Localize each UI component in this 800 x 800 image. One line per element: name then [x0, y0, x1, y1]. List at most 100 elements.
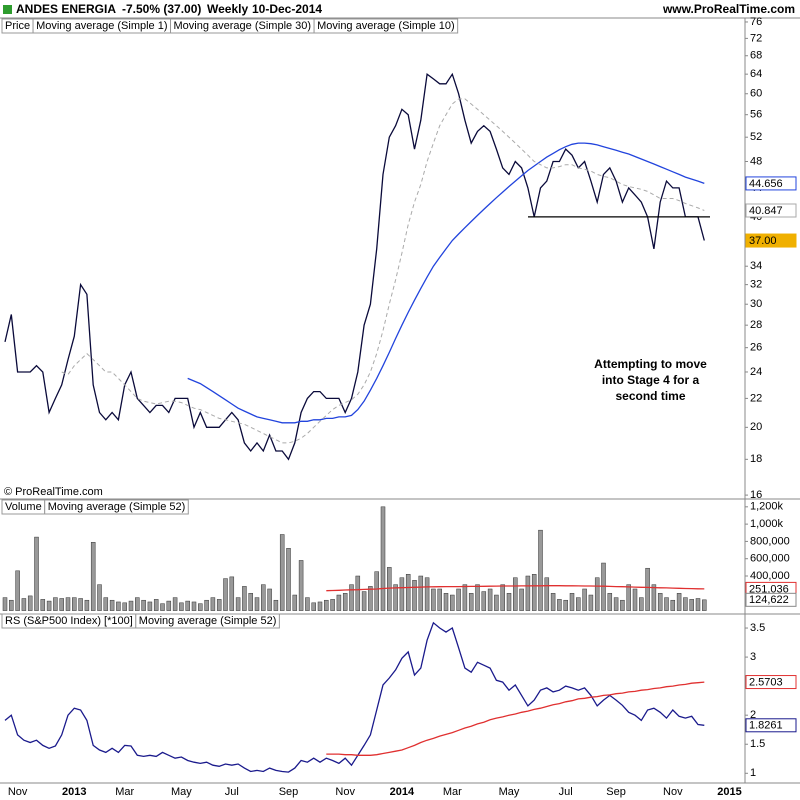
x-tick-label: 2013: [62, 786, 86, 798]
volume-bar: [147, 601, 153, 611]
volume-bar: [135, 597, 140, 611]
volume-bar: [242, 586, 247, 611]
volume-bar: [513, 577, 518, 611]
volume-bar: [506, 593, 512, 611]
volume-bar: [531, 574, 537, 611]
value-tag-label: 124,622: [749, 594, 789, 606]
volume-bar: [525, 575, 531, 611]
volume-bar: [15, 570, 20, 611]
volume-bar: [405, 574, 411, 611]
volume-bar: [336, 594, 342, 611]
volume-bar: [380, 506, 386, 611]
volume-bar: [594, 577, 600, 611]
volume-bar: [72, 597, 77, 611]
header-title: ANDES ENERGIA: [16, 2, 116, 16]
volume-bar: [639, 597, 644, 611]
x-tick-label: Sep: [279, 786, 299, 798]
value-tag: [745, 718, 797, 733]
y-tick-label: 800,000: [750, 535, 790, 547]
volume-bar: [462, 584, 468, 611]
legend-label: Moving average (Simple 10): [317, 20, 455, 32]
value-tag: [745, 592, 797, 607]
header-change: -7.50% (37.00): [122, 2, 201, 16]
volume-bar: [216, 599, 222, 611]
x-tick-label: 2015: [717, 786, 741, 798]
y-tick-label: 3: [750, 651, 756, 663]
volume-bar: [160, 603, 165, 611]
volume-bar: [27, 595, 33, 611]
volume-bar: [342, 593, 348, 611]
legend-label: Moving average (Simple 1): [36, 20, 167, 32]
volume-bar: [141, 599, 146, 611]
volume-bar: [235, 597, 241, 611]
x-tick-label: Nov: [335, 786, 355, 798]
volume-bar: [2, 597, 8, 611]
volume-bar: [582, 588, 587, 611]
legend-label: Volume: [5, 501, 42, 513]
volume-bar: [607, 593, 613, 611]
legend-box: [135, 613, 280, 629]
volume-bar: [676, 593, 682, 611]
value-tag-label: 40.847: [749, 205, 783, 217]
volume-bar: [670, 599, 676, 611]
volume-bar: [172, 597, 178, 611]
volume-bar: [437, 588, 442, 611]
volume-bar: [683, 597, 688, 611]
value-tag: [745, 675, 797, 690]
series-line: [61, 98, 705, 444]
legend-label: Moving average (Simple 52): [139, 615, 277, 627]
header-date: 10-Dec-2014: [252, 2, 322, 16]
volume-bar: [273, 599, 279, 611]
y-tick-label: 3.5: [750, 622, 765, 634]
series-line: [326, 585, 705, 592]
volume-bar: [361, 591, 367, 611]
value-tag: [745, 233, 797, 248]
value-tag-label: 1.8261: [749, 720, 783, 732]
volume-bar: [286, 548, 291, 611]
value-tag-label: 37.00: [749, 235, 777, 247]
volume-bar: [557, 599, 562, 611]
volume-bar: [569, 593, 575, 611]
x-tick-label: Mar: [443, 786, 462, 798]
volume-bar: [116, 601, 121, 611]
y-tick-label: 1,000k: [750, 518, 784, 530]
value-tag-label: 44.656: [749, 178, 783, 190]
x-tick-label: 2014: [390, 786, 415, 798]
volume-bar: [613, 597, 619, 611]
volume-bar: [97, 584, 102, 611]
volume-bar: [349, 584, 354, 611]
copyright: © ProRealTime.com: [4, 486, 103, 498]
volume-bar: [456, 588, 461, 611]
volume-bar: [355, 575, 361, 611]
volume-bar: [443, 593, 449, 611]
y-tick-label: 16: [750, 489, 762, 501]
y-tick-label: 2: [750, 709, 756, 721]
series-line: [4, 72, 705, 461]
volume-bar: [191, 601, 197, 611]
header-source: www.ProRealTime.com: [662, 2, 795, 16]
y-tick-label: 72: [750, 32, 762, 44]
volume-bar: [229, 576, 235, 611]
annotation: Attempting to move into Stage 4 for a se…: [594, 357, 707, 403]
volume-bar: [588, 594, 594, 611]
legend-label: Moving average (Simple 30): [174, 20, 312, 32]
volume-bar: [481, 591, 487, 611]
volume-bar: [298, 560, 304, 611]
volume-bar: [65, 597, 71, 611]
volume-bar: [46, 600, 52, 611]
volume-bar: [267, 588, 272, 611]
y-tick-label: 26: [750, 342, 762, 354]
x-tick-label: Nov: [663, 786, 683, 798]
volume-bar: [248, 593, 253, 611]
volume-bar: [40, 599, 46, 611]
volume-bar: [418, 575, 424, 611]
volume-bar: [34, 536, 39, 611]
volume-bar: [538, 529, 543, 611]
volume-bar: [179, 602, 184, 611]
volume-bar: [620, 599, 625, 611]
volume-bar: [450, 594, 455, 611]
volume-bar: [695, 598, 701, 611]
volume-bar: [78, 598, 83, 611]
x-tick-label: Jul: [225, 786, 239, 798]
